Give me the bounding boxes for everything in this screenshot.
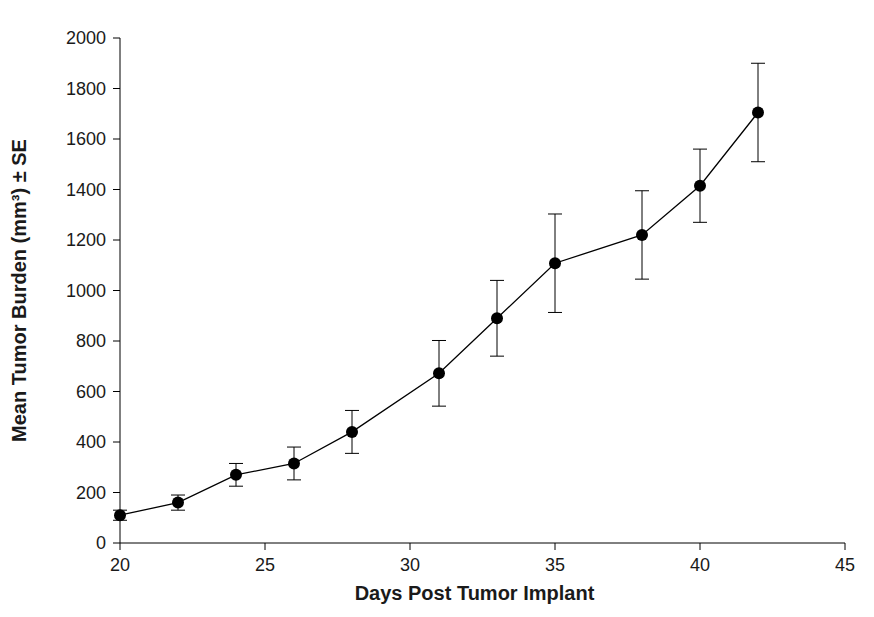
- x-tick: [265, 543, 266, 550]
- y-tick-label: 0: [96, 533, 106, 553]
- y-tick-label: 1200: [66, 230, 106, 250]
- x-tick-label: 35: [545, 555, 565, 575]
- x-tick: [700, 543, 701, 550]
- error-cap: [548, 312, 562, 313]
- data-point: [288, 457, 300, 469]
- error-cap: [171, 510, 185, 511]
- x-tick: [555, 543, 556, 550]
- error-cap: [287, 479, 301, 480]
- data-point: [114, 509, 126, 521]
- x-tick: [410, 543, 411, 550]
- error-cap: [751, 161, 765, 162]
- data-point: [230, 469, 242, 481]
- error-bar: [287, 447, 301, 480]
- series-line: [120, 112, 758, 515]
- y-tick: [113, 341, 120, 342]
- error-cap: [345, 453, 359, 454]
- x-tick-label: 20: [110, 555, 130, 575]
- x-axis-line: [120, 543, 845, 544]
- y-tick: [113, 391, 120, 392]
- error-cap: [693, 149, 707, 150]
- y-tick-label: 1600: [66, 129, 106, 149]
- data-point: [172, 497, 184, 509]
- error-bar: [345, 410, 359, 453]
- data-point: [346, 426, 358, 438]
- x-tick-label: 45: [835, 555, 855, 575]
- error-bar: [490, 280, 504, 356]
- error-cap: [229, 463, 243, 464]
- error-bar: [548, 214, 562, 312]
- y-axis-label: Mean Tumor Burden (mm³) ± SE: [8, 139, 30, 442]
- y-tick-label: 2000: [66, 28, 106, 48]
- plot-area: [113, 63, 765, 521]
- data-point: [433, 367, 445, 379]
- x-tick-label: 25: [255, 555, 275, 575]
- error-cap: [171, 495, 185, 496]
- error-bar: [229, 463, 243, 486]
- error-cap: [432, 340, 446, 341]
- error-cap: [490, 356, 504, 357]
- y-tick-label: 800: [76, 331, 106, 351]
- y-tick: [113, 543, 120, 544]
- error-cap: [432, 406, 446, 407]
- x-axis-label: Days Post Tumor Implant: [355, 582, 595, 604]
- data-point: [694, 180, 706, 192]
- error-cap: [548, 213, 562, 214]
- chart-svg: 0 200 400 600 800 1000 1200 1400 1600 1800 2000 20 2…: [0, 0, 874, 617]
- error-cap: [635, 279, 649, 280]
- y-tick: [113, 189, 120, 190]
- x-tick-label: 30: [400, 555, 420, 575]
- x-tick: [120, 543, 121, 550]
- data-point: [752, 106, 764, 118]
- error-cap: [229, 486, 243, 487]
- x-tick: [845, 543, 846, 550]
- error-bar: [635, 191, 649, 279]
- error-bar: [693, 149, 707, 222]
- error-bar: [113, 510, 127, 520]
- y-tick-label: 600: [76, 382, 106, 402]
- error-bar: [432, 340, 446, 406]
- error-cap: [490, 280, 504, 281]
- error-cap: [693, 222, 707, 223]
- y-tick-label: 1400: [66, 180, 106, 200]
- y-tick: [113, 290, 120, 291]
- y-tick-label: 400: [76, 432, 106, 452]
- error-cap: [635, 190, 649, 191]
- y-tick: [113, 442, 120, 443]
- chart-container: 0 200 400 600 800 1000 1200 1400 1600 1800 2000 20 2…: [0, 0, 874, 617]
- error-bar: [171, 495, 185, 510]
- y-tick: [113, 38, 120, 39]
- data-point: [549, 257, 561, 269]
- error-cap: [751, 63, 765, 64]
- y-tick: [113, 240, 120, 241]
- error-bar: [751, 63, 765, 161]
- y-tick-label: 1000: [66, 281, 106, 301]
- y-tick-label: 1800: [66, 79, 106, 99]
- y-tick: [113, 492, 120, 493]
- y-tick: [113, 88, 120, 89]
- data-point: [636, 229, 648, 241]
- y-tick-label: 200: [76, 483, 106, 503]
- data-point: [491, 312, 503, 324]
- y-tick: [113, 139, 120, 140]
- error-cap: [287, 447, 301, 448]
- error-cap: [345, 410, 359, 411]
- x-tick-label: 40: [690, 555, 710, 575]
